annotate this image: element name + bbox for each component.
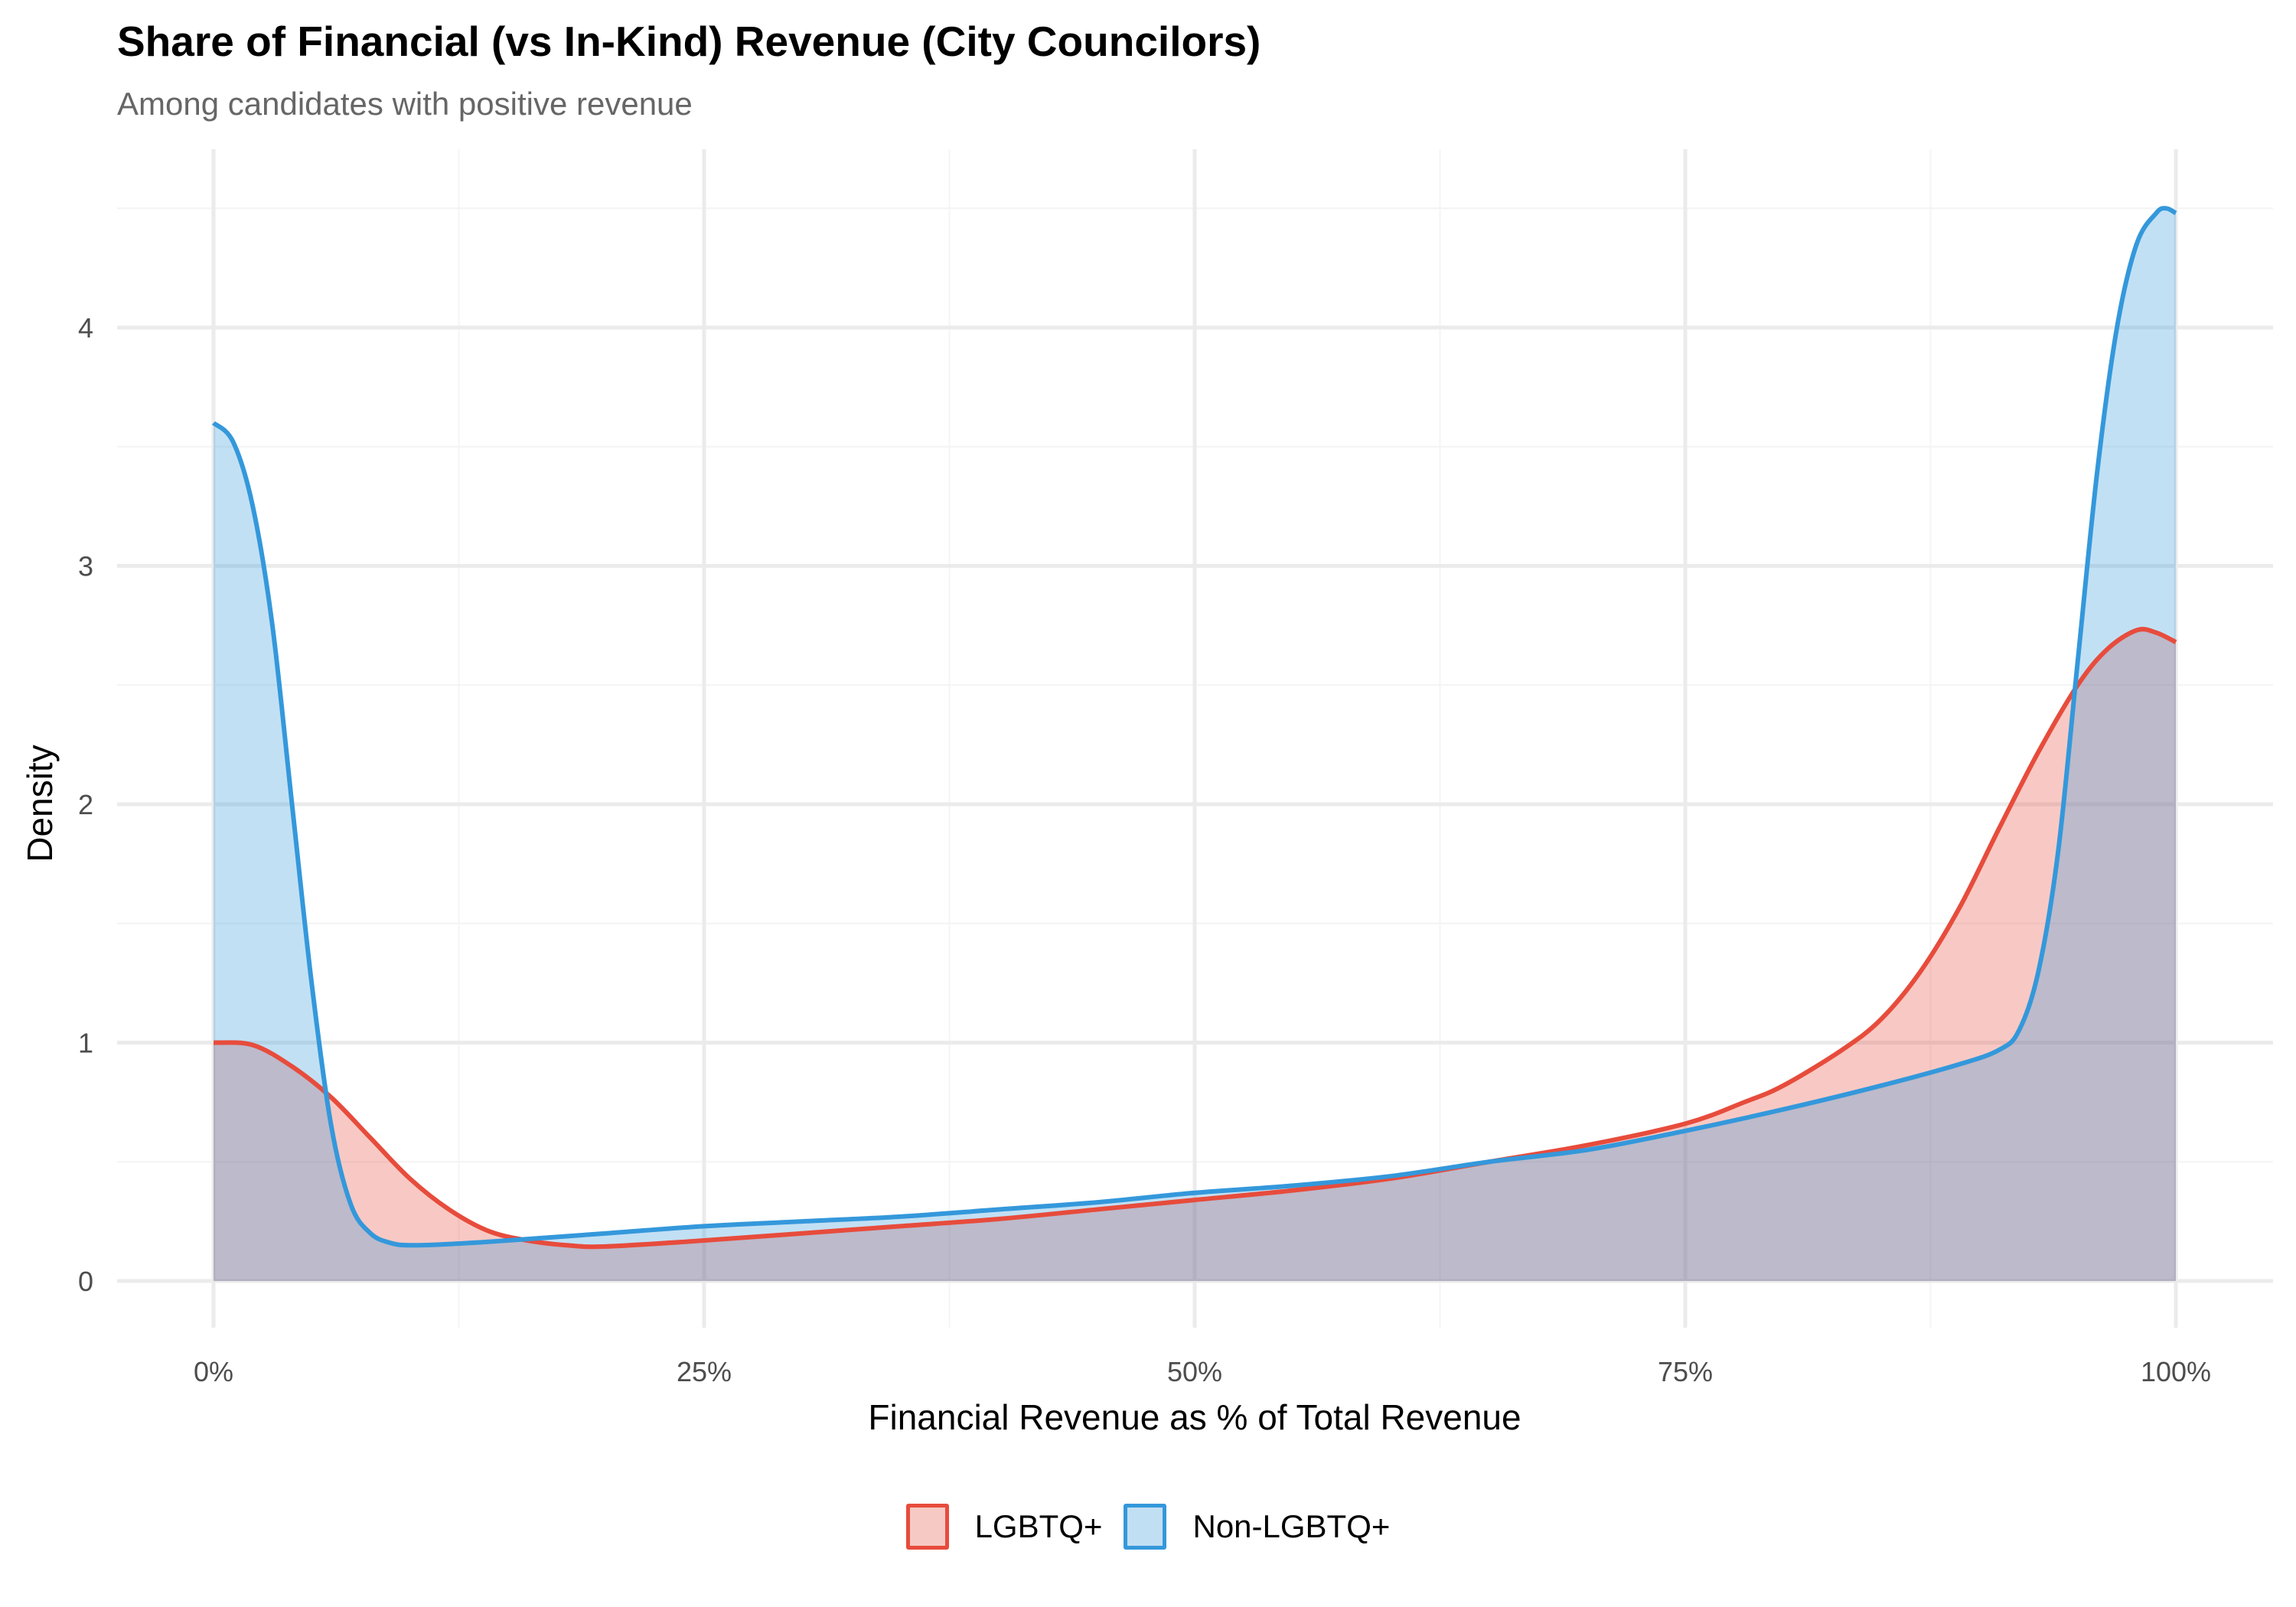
x-axis-title: Financial Revenue as % of Total Revenue (868, 1397, 1521, 1437)
legend-label-lgbtq: LGBTQ+ (974, 1508, 1103, 1544)
legend-key-lgbtq (905, 1504, 949, 1550)
y-tick-label: 4 (78, 312, 93, 344)
y-tick-label: 2 (78, 789, 93, 820)
x-tick-label: 75% (1658, 1356, 1713, 1387)
y-tick-label: 0 (78, 1266, 93, 1297)
y-axis-ticks: 0 1 2 3 4 (78, 312, 93, 1297)
legend-item-lgbtq[interactable]: LGBTQ+ (905, 1504, 1103, 1550)
density-line-lgbtq (213, 627, 2177, 1250)
x-axis-ticks: 0% 25% 50% 75% 100% (194, 1356, 2211, 1387)
y-axis-title: Density (20, 745, 60, 862)
x-tick-label: 100% (2141, 1356, 2211, 1387)
gridlines (117, 149, 2273, 1328)
x-tick-label: 0% (194, 1356, 233, 1387)
legend-item-non-lgbtq[interactable]: Non-LGBTQ+ (1124, 1504, 1390, 1550)
density-line-non-lgbtq (211, 206, 2177, 1248)
density-area-lgbtq (214, 629, 2176, 1281)
chart-title: Share of Financial (vs In-Kind) Revenue … (117, 18, 1261, 65)
x-tick-label: 50% (1167, 1356, 1222, 1387)
legend-key-non-lgbtq (1124, 1504, 1167, 1550)
legend: LGBTQ+ Non-LGBTQ+ (0, 1504, 2296, 1550)
y-tick-label: 3 (78, 551, 93, 582)
chart-subtitle: Among candidates with positive revenue (117, 86, 693, 122)
x-tick-label: 25% (677, 1356, 732, 1387)
density-areas (214, 208, 2176, 1282)
density-lines (211, 206, 2177, 1250)
legend-label-non-lgbtq: Non-LGBTQ+ (1192, 1508, 1391, 1544)
density-area-non-lgbtq (214, 208, 2176, 1282)
y-tick-label: 1 (78, 1028, 93, 1059)
